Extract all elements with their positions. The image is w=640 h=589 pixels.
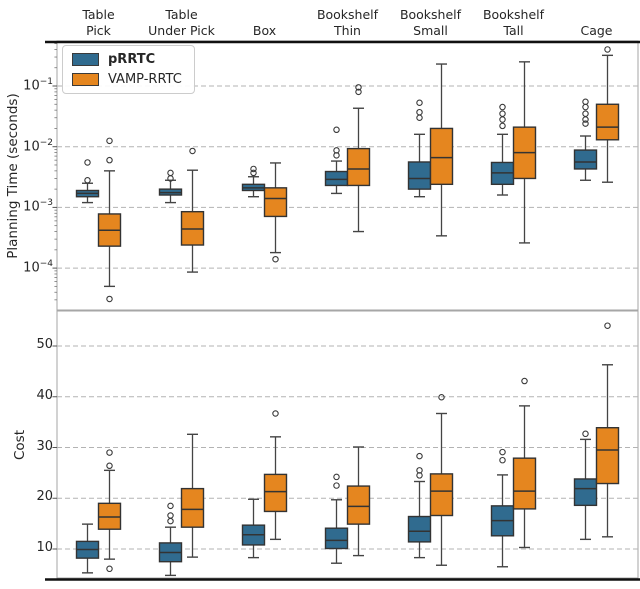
box-vamp-rrtc xyxy=(512,457,537,510)
y-tick-label: 10 xyxy=(36,540,53,555)
legend-item-vamp-rrtc: VAMP-RRTC xyxy=(72,72,182,87)
box-prrtc xyxy=(573,149,598,170)
y-tick-label: 10−2 xyxy=(23,137,53,155)
category-label-table-under-pick: Table Under Pick xyxy=(148,6,215,38)
outlier-point xyxy=(499,456,506,464)
outlier-point xyxy=(167,517,174,525)
outlier-point xyxy=(333,482,340,489)
outlier-point xyxy=(499,122,506,130)
box-prrtc xyxy=(324,527,349,550)
outlier-point xyxy=(416,108,423,116)
outlier-point xyxy=(416,99,423,106)
legend-swatch-vamp-rrtc xyxy=(72,73,99,86)
outlier-point xyxy=(499,103,506,111)
outlier-point xyxy=(272,255,279,263)
category-label-box: Box xyxy=(252,22,277,38)
outlier-point xyxy=(499,116,506,123)
outlier-point xyxy=(499,110,506,117)
y-tick-label: 10−3 xyxy=(23,198,53,215)
y-axis-title-planning-time: Planning Time (seconds) xyxy=(5,93,21,259)
box-vamp-rrtc xyxy=(97,502,122,530)
category-label-table-pick: Table Pick xyxy=(82,6,115,38)
outlier-point xyxy=(355,88,362,96)
y-tick-label: 40 xyxy=(36,387,53,403)
outlier-point xyxy=(416,114,423,121)
outlier-point xyxy=(333,152,340,159)
outlier-point xyxy=(355,84,362,91)
box-vamp-rrtc xyxy=(180,487,205,528)
outlier-point xyxy=(582,110,589,117)
box-vamp-rrtc xyxy=(346,485,371,525)
outlier-point xyxy=(106,449,113,456)
y-axis-title-cost: Cost xyxy=(12,429,28,461)
y-tick-label: 50 xyxy=(36,337,53,352)
outlier-point xyxy=(167,502,174,510)
outlier-point xyxy=(333,126,340,134)
outlier-point xyxy=(250,169,257,177)
outlier-point xyxy=(604,46,611,53)
outlier-point xyxy=(84,177,91,184)
outlier-point xyxy=(521,377,528,385)
box-vamp-rrtc xyxy=(429,127,454,186)
outlier-point xyxy=(106,137,113,145)
box-vamp-rrtc xyxy=(263,187,288,218)
box-vamp-rrtc xyxy=(429,473,454,517)
box-vamp-rrtc xyxy=(346,147,371,187)
outlier-point xyxy=(582,98,589,106)
box-vamp-rrtc xyxy=(595,103,620,141)
outlier-point xyxy=(333,473,340,481)
outlier-point xyxy=(106,565,113,573)
box-prrtc xyxy=(324,170,349,187)
outlier-point xyxy=(582,120,589,127)
box-prrtc xyxy=(407,161,432,190)
legend-swatch-prrtc xyxy=(72,53,99,66)
y-tick-label: 10−4 xyxy=(23,259,53,276)
box-prrtc xyxy=(573,478,598,507)
category-label-bookshelf-tall: Bookshelf Tall xyxy=(482,6,545,38)
outlier-point xyxy=(416,452,423,460)
legend-item-prrtc: pRRTC xyxy=(72,52,182,67)
outlier-point xyxy=(167,512,174,519)
outlier-point xyxy=(106,156,113,164)
outlier-point xyxy=(416,472,423,479)
outlier-point xyxy=(167,169,174,177)
outlier-point xyxy=(499,448,506,456)
box-vamp-rrtc xyxy=(263,473,288,513)
outlier-point xyxy=(84,159,91,166)
legend-label-prrtc: pRRTC xyxy=(108,52,156,67)
legend: pRRTC VAMP-RRTC xyxy=(62,45,195,94)
box-prrtc xyxy=(407,515,432,543)
axes-frame-1 xyxy=(56,310,639,579)
y-tick-label: 30 xyxy=(36,438,53,454)
outlier-point xyxy=(438,394,445,401)
y-tick-label: 10−1 xyxy=(23,77,53,94)
outlier-point xyxy=(272,410,279,417)
category-label-cage: Cage xyxy=(580,22,613,38)
outlier-point xyxy=(106,295,113,303)
outlier-point xyxy=(582,430,589,438)
category-label-bookshelf-small: Bookshelf Small xyxy=(399,6,462,38)
outlier-point xyxy=(582,103,589,111)
category-label-bookshelf-thin: Bookshelf Thin xyxy=(316,6,379,38)
outlier-point xyxy=(604,322,611,329)
outlier-point xyxy=(167,175,174,182)
outlier-point xyxy=(250,165,257,173)
box-vamp-rrtc xyxy=(595,427,620,485)
outlier-point xyxy=(582,116,589,123)
outlier-point xyxy=(106,462,113,470)
y-tick-label: 20 xyxy=(36,489,53,505)
legend-label-vamp-rrtc: VAMP-RRTC xyxy=(108,72,182,87)
outlier-point xyxy=(189,147,196,155)
